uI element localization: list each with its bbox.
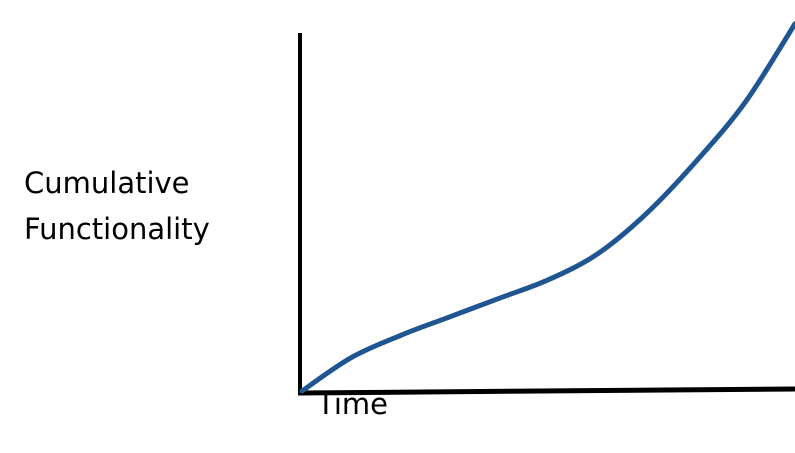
cumulative-functionality-line	[299, 21, 795, 394]
x-axis	[297, 386, 795, 396]
x-axis-label: Time	[317, 387, 388, 421]
y-axis-label-line-2: Functionality	[24, 212, 210, 246]
y-axis-label-line-1: Cumulative	[24, 166, 190, 200]
y-axis-label: Cumulative Functionality	[24, 160, 210, 252]
